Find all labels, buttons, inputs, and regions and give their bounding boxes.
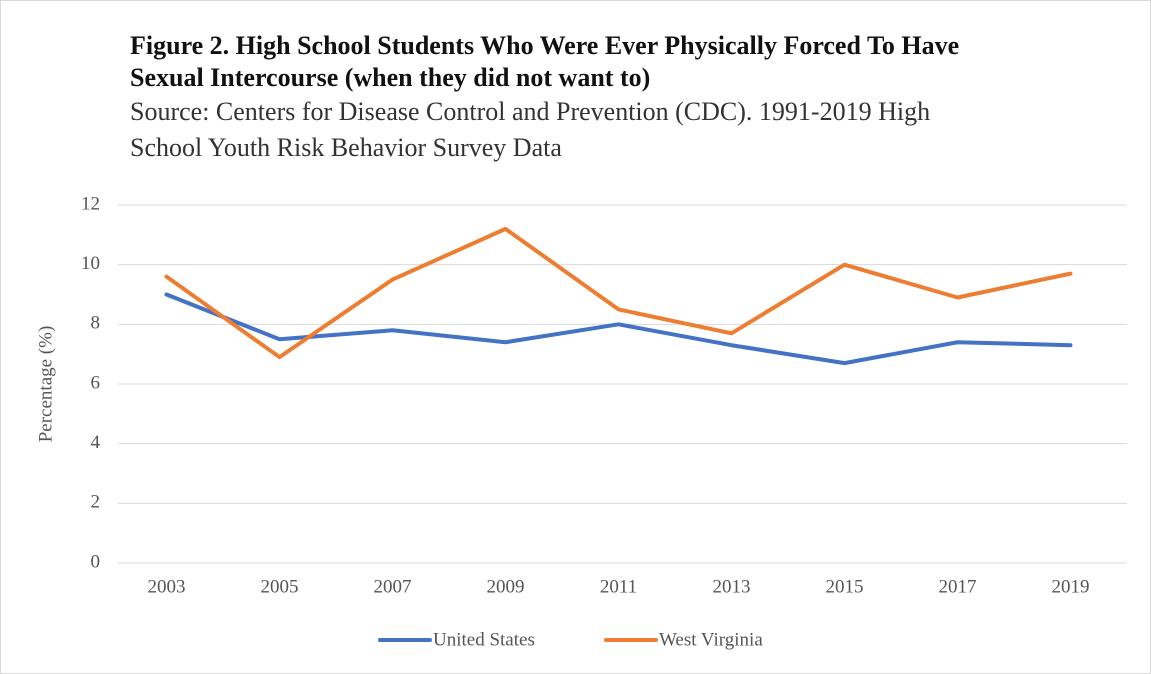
y-tick-label: 0: [91, 551, 101, 572]
y-tick-label: 2: [91, 492, 101, 513]
y-tick-label: 4: [91, 432, 101, 453]
x-tick-label: 2009: [487, 576, 525, 597]
x-tick-label: 2007: [374, 576, 412, 597]
x-tick-label: 2019: [1052, 576, 1090, 597]
y-tick-label: 8: [91, 313, 101, 334]
y-tick-label: 6: [91, 372, 101, 393]
y-tick-label: 10: [81, 253, 100, 274]
legend-label: West Virginia: [659, 629, 763, 650]
x-tick-label: 2011: [600, 576, 637, 597]
chart-subtitle: Source: Centers for Disease Control and …: [130, 97, 931, 162]
data-line: [164, 292, 1073, 366]
data-line: [164, 226, 1073, 360]
x-tick-label: 2015: [826, 576, 864, 597]
x-tick-label: 2013: [713, 576, 751, 597]
y-axis-label: Percentage (%): [35, 326, 56, 443]
chart-title: Figure 2. High School Students Who Were …: [130, 31, 960, 92]
y-tick-label: 12: [81, 193, 100, 214]
legend-label: United States: [433, 629, 535, 650]
x-tick-label: 2017: [939, 576, 977, 597]
x-tick-label: 2003: [148, 576, 186, 597]
x-tick-label: 2005: [261, 576, 299, 597]
